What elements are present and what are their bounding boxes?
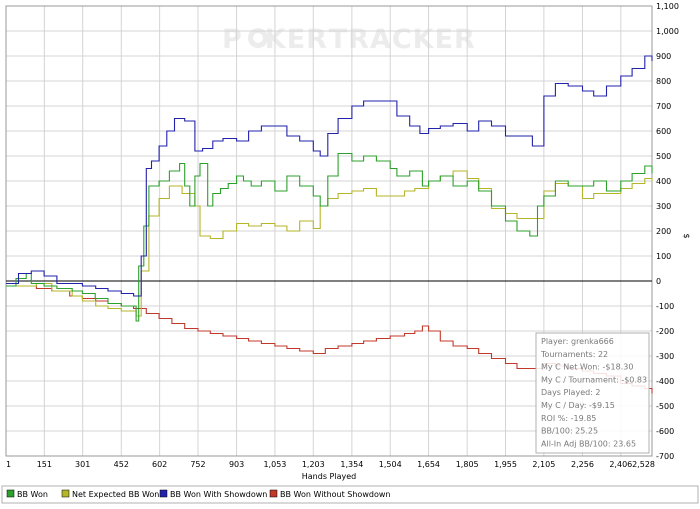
y-tick-label: -200: [656, 327, 674, 336]
y-tick-label: 400: [656, 177, 671, 186]
legend-swatch: [6, 489, 15, 498]
legend-box: [1, 485, 699, 504]
plot-frame: [5, 5, 653, 457]
x-tick-label: 1,354: [340, 460, 363, 469]
legend-entry: BB Won: [17, 490, 48, 499]
x-tick-label: 452: [114, 460, 129, 469]
x-tick-label: 602: [152, 460, 167, 469]
x-tick-label: 1: [6, 460, 11, 469]
legend-swatch: [61, 489, 70, 498]
info-line: Days Played: 2: [541, 388, 601, 397]
x-tick-label: 2,105: [532, 460, 555, 469]
y-tick-label: 900: [656, 52, 671, 61]
y-tick-label: -600: [656, 427, 674, 436]
y-tick-label: 100: [656, 252, 671, 261]
y-tick-label: -700: [656, 452, 674, 461]
y-tick-label: -500: [656, 402, 674, 411]
legend-entry: BB Won With Showdown: [170, 490, 267, 499]
info-line: My C / Tournament: -$0.83: [541, 375, 647, 384]
chart-grid: [5, 5, 653, 457]
y-tick-label: 1,100: [656, 2, 679, 11]
legend-entry: Net Expected BB Won: [72, 490, 159, 499]
info-line: My C / Day: -$9.15: [541, 401, 615, 410]
y-tick-label: 500: [656, 152, 671, 161]
y-tick-label: 300: [656, 202, 671, 211]
x-tick-label: 1,805: [456, 460, 479, 469]
legend: BB Won Net Expected BB Won BB Won With Sho…: [6, 489, 390, 499]
watermark-brand-left: P: [222, 24, 243, 55]
x-tick-label: 1,654: [417, 460, 440, 469]
y-tick-label: 800: [656, 77, 671, 86]
legend-swatch: [269, 489, 278, 498]
y-tick-label: 200: [656, 227, 671, 236]
series-line-2: [6, 55, 653, 297]
stats-info-box: Player: grenka666 Tournaments: 22 My C Net…: [535, 332, 650, 454]
y-tick-label: 0: [656, 277, 661, 286]
x-axis-label: Hands Played: [302, 472, 356, 481]
x-tick-label: 1,053: [263, 460, 286, 469]
x-tick-label: 1,504: [379, 460, 402, 469]
x-tick-label: 2,528: [632, 460, 655, 469]
y-tick-label: 1,000: [656, 27, 679, 36]
y-axis-ticks: 1,100 1,000 900 800 700 600 500 400 300 200 100 0 -1…: [656, 2, 679, 461]
y-tick-label: -100: [656, 302, 674, 311]
info-line: My C Net Won: -$18.30: [541, 363, 633, 372]
y-tick-label: -300: [656, 352, 674, 361]
x-tick-label: 903: [229, 460, 244, 469]
info-line: ROI %: -19.85: [541, 414, 596, 423]
poker-chip-center: [253, 33, 263, 43]
x-tick-label: 1,955: [494, 460, 517, 469]
y-tick-label: -400: [656, 377, 674, 386]
info-line: BB/100: 25.25: [541, 427, 598, 436]
watermark-brand-right: TRACKER: [329, 24, 476, 55]
x-tick-label: 752: [190, 460, 205, 469]
legend-entry: BB Won Without Showdown: [280, 490, 390, 499]
y-tick-label: 600: [656, 127, 671, 136]
pokertracker-watermark: P KERTRACKER: [222, 24, 476, 55]
info-line: Tournaments: 22: [540, 350, 608, 359]
x-tick-label: 151: [37, 460, 52, 469]
x-tick-label: 1,203: [302, 460, 325, 469]
x-tick-label: 2,406: [609, 460, 632, 469]
series-line-0: [6, 152, 653, 322]
watermark-brand-mid: KER: [265, 24, 327, 55]
legend-swatch: [159, 489, 168, 498]
x-tick-label: 301: [75, 460, 90, 469]
info-line: Player: grenka666: [541, 337, 614, 346]
info-line: All-In Adj BB/100: 23.65: [541, 439, 636, 448]
x-axis-ticks: 1 151 301 452 602 752 903 1,053 1,203 1,354 1,504 1…: [6, 460, 655, 469]
x-tick-label: 2,256: [571, 460, 594, 469]
info-box-frame: [535, 332, 650, 454]
y-tick-label: 700: [656, 102, 671, 111]
y-axis-label: $: [682, 233, 691, 238]
